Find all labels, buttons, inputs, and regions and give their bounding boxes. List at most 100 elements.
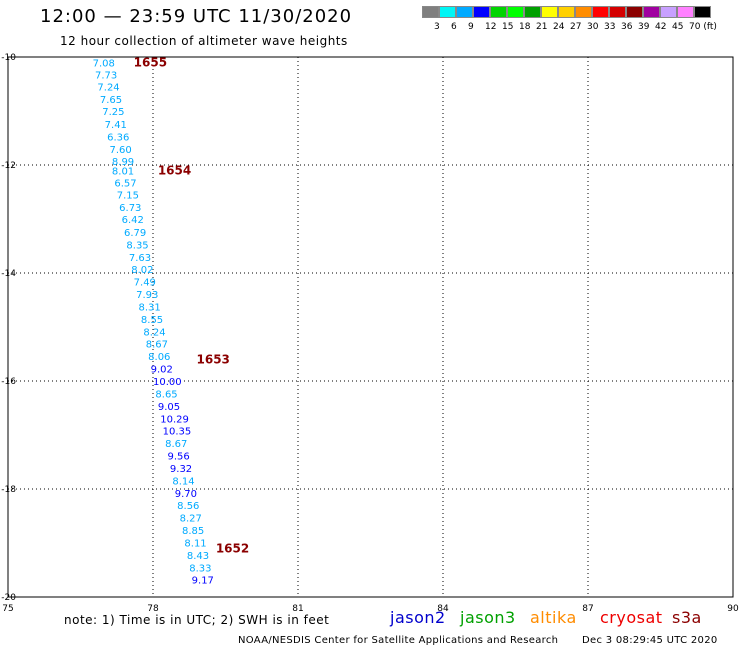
legend-label: 12 [485, 22, 497, 32]
legend-swatch [558, 6, 575, 18]
wave-height-label: 8.99 [112, 157, 134, 168]
x-tick-label: 87 [582, 604, 593, 614]
legend-swatch [507, 6, 524, 18]
wave-height-label: 8.85 [182, 526, 204, 537]
wave-height-label: 10.35 [163, 427, 192, 438]
x-tick-label: 84 [437, 604, 449, 614]
legend-swatch [592, 6, 609, 18]
y-tick-label: -18 [1, 485, 16, 495]
wave-height-label: 10.00 [153, 377, 182, 388]
wave-height-label: 8.31 [139, 302, 161, 313]
wave-height-label: 9.56 [168, 452, 190, 463]
legend-label: 33 [604, 22, 616, 32]
x-tick-label: 90 [727, 604, 739, 614]
wave-height-label: 10.29 [160, 414, 189, 425]
legend-swatch [575, 6, 592, 18]
wave-height-label: 7.93 [136, 290, 158, 301]
wave-height-label: 9.02 [151, 365, 173, 376]
y-tick-label: -16 [1, 377, 16, 387]
legend-jason3: jason3 [460, 608, 516, 627]
legend-swatch [524, 6, 541, 18]
legend-label: 18 [519, 22, 531, 32]
legend-label: 36 [621, 22, 633, 32]
legend-label: 70 (ft) [689, 22, 717, 32]
legend-cryosat: cryosat [600, 608, 663, 627]
wave-height-label: 8.14 [172, 476, 194, 487]
legend-label: 6 [451, 22, 457, 32]
legend-label: 39 [638, 22, 650, 32]
legend-swatch [439, 6, 456, 18]
y-tick-label: -20 [1, 593, 16, 603]
y-tick-label: -14 [1, 269, 16, 279]
footer-credit: NOAA/NESDIS Center for Satellite Applica… [238, 635, 559, 646]
wave-height-label: 8.55 [141, 315, 163, 326]
wave-height-label: 8.67 [146, 340, 168, 351]
track-time-label: 1655 [134, 55, 167, 69]
legend-swatch [473, 6, 490, 18]
footer-timestamp: Dec 3 08:29:45 UTC 2020 [582, 635, 718, 646]
wave-height-label: 8.11 [184, 538, 206, 549]
legend-swatch [660, 6, 677, 18]
legend-swatch [456, 6, 473, 18]
wave-height-label: 6.73 [119, 203, 141, 214]
track-time-label: 1654 [158, 163, 191, 177]
wave-height-label: 9.05 [158, 402, 180, 413]
wave-height-label: 6.42 [122, 215, 144, 226]
wave-height-label: 8.02 [131, 265, 153, 276]
legend-altika: altika [530, 608, 577, 627]
wave-height-label: 8.67 [165, 439, 187, 450]
legend-swatch [609, 6, 626, 18]
legend-swatch [541, 6, 558, 18]
wave-height-label: 7.15 [117, 191, 139, 202]
wave-height-label: 9.32 [170, 464, 192, 475]
wave-height-label: 8.65 [155, 389, 177, 400]
legend-swatch [422, 6, 439, 18]
wave-height-label: 7.65 [100, 95, 122, 106]
legend-label: 3 [434, 22, 440, 32]
legend-swatch [677, 6, 694, 18]
wave-height-label: 6.79 [124, 228, 146, 239]
legend-label: 21 [536, 22, 548, 32]
wave-height-label: 7.25 [102, 107, 124, 118]
legend-swatch [643, 6, 660, 18]
legend-s3a: s3a [672, 608, 702, 627]
legend-label: 24 [553, 22, 565, 32]
legend-swatch [490, 6, 507, 18]
track-time-label: 1653 [197, 352, 230, 366]
track-time-label: 1652 [216, 541, 249, 555]
legend-label: 42 [655, 22, 667, 32]
wave-height-label: 8.06 [148, 352, 170, 363]
legend-label: 15 [502, 22, 514, 32]
wave-height-label: 8.43 [187, 551, 209, 562]
x-tick-label: 78 [147, 604, 159, 614]
wave-height-label: 8.01 [112, 166, 134, 177]
wave-height-label: 7.49 [134, 278, 156, 289]
color-legend [422, 6, 711, 18]
legend-label: 30 [587, 22, 599, 32]
wave-height-label: 7.73 [95, 70, 117, 81]
wave-height-label: 7.63 [129, 253, 151, 264]
map-subtitle: 12 hour collection of altimeter wave hei… [60, 34, 348, 48]
wave-height-label: 8.27 [180, 514, 202, 525]
footnote: note: 1) Time is in UTC; 2) SWH is in fe… [64, 613, 330, 627]
wave-height-label: 8.24 [143, 327, 165, 338]
wave-height-label: 8.56 [177, 501, 199, 512]
legend-jason2: jason2 [390, 608, 446, 627]
wave-height-label: 6.57 [114, 178, 136, 189]
wave-height-label: 7.41 [105, 120, 127, 131]
wave-height-label: 8.33 [189, 563, 211, 574]
y-tick-label: -12 [1, 161, 16, 171]
map-frame [7, 56, 734, 598]
legend-swatch [694, 6, 711, 18]
wave-height-label: 7.60 [110, 145, 132, 156]
wave-height-label: 6.36 [107, 132, 129, 143]
wave-height-label: 8.35 [126, 240, 148, 251]
legend-label: 27 [570, 22, 582, 32]
legend-label: 45 [672, 22, 684, 32]
wave-height-label: 7.08 [93, 58, 115, 69]
wave-height-label: 9.70 [175, 489, 197, 500]
y-tick-label: -10 [1, 53, 16, 63]
legend-swatch [626, 6, 643, 18]
x-tick-label: 75 [2, 604, 13, 614]
